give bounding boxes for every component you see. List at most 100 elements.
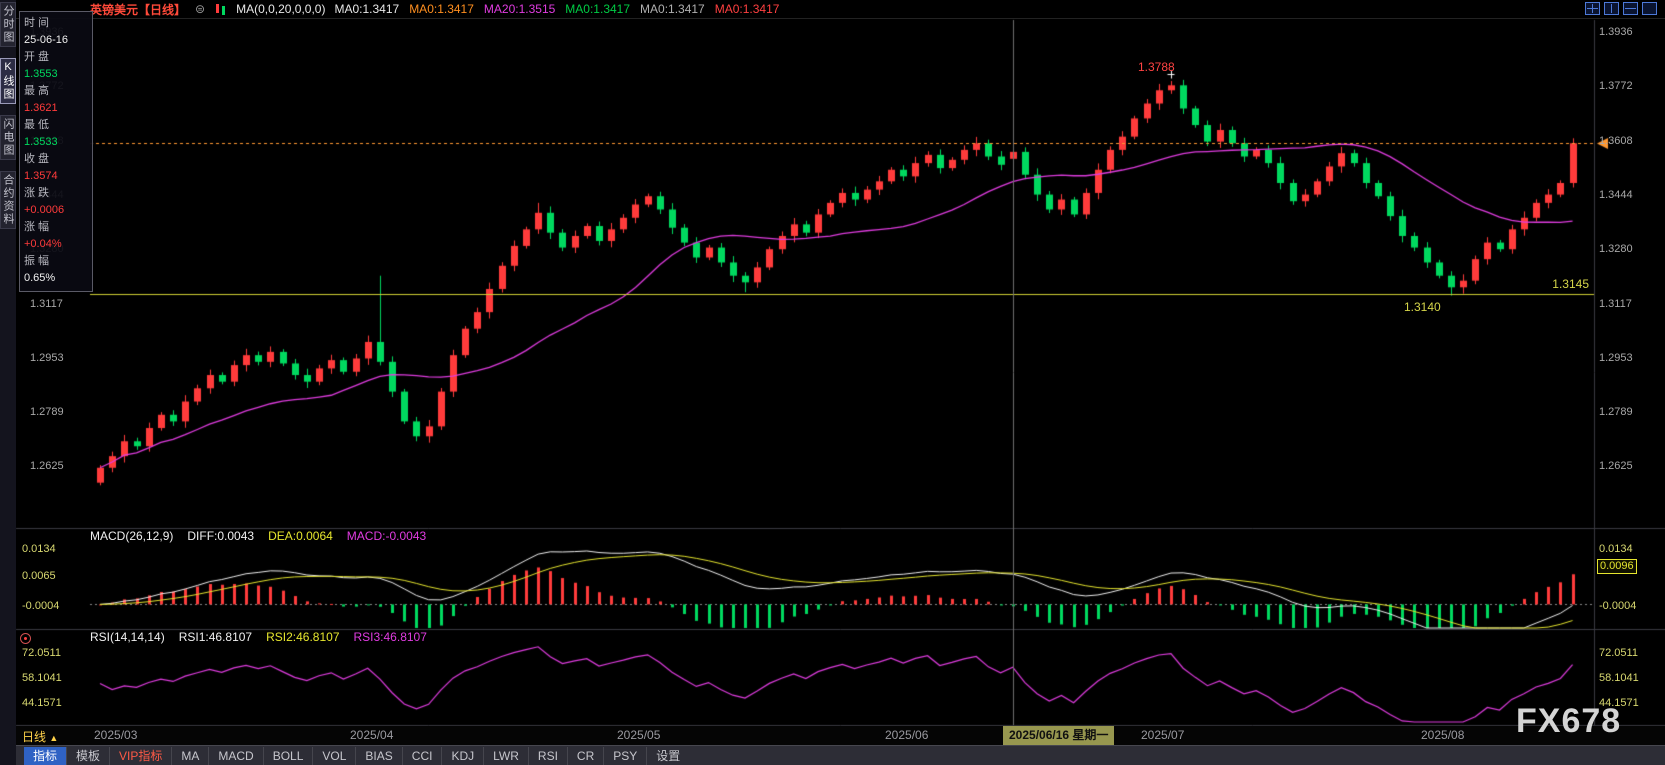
quad-layout-icon[interactable] — [1585, 2, 1600, 15]
ma-value-2: MA20:1.3515 — [483, 2, 556, 16]
info-field-value: 1.3621 — [24, 102, 58, 114]
rsi-axis-label-right: 44.1571 — [1599, 697, 1639, 709]
trough-price-annotation: 1.3140 — [1404, 300, 1441, 314]
rsi1-value: RSI1:46.8107 — [178, 630, 253, 644]
rsi3-value: RSI3:46.8107 — [353, 630, 427, 644]
toolbar-tab-6[interactable]: VOL — [312, 746, 355, 765]
info-field-value: 0.65% — [24, 272, 56, 284]
macd-title[interactable]: MACD(26,12,9) — [90, 529, 174, 543]
price-axis-label-right: 1.2953 — [1599, 352, 1633, 364]
toolbar-tab-5[interactable]: BOLL — [262, 746, 313, 765]
time-axis-tick: 2025/03 — [94, 728, 138, 742]
price-axis-label-left: 1.2953 — [30, 352, 64, 364]
price-axis-label-right: 1.3772 — [1599, 80, 1633, 92]
macd-hist-value: MACD:-0.0043 — [346, 529, 427, 543]
toolbar-tab-2[interactable]: VIP指标 — [109, 746, 171, 765]
chart-mode-sidebar: 分时图 K线图闪电图合约资料 — [0, 0, 16, 765]
candlestick-icon — [214, 3, 227, 16]
info-field-value: 25-06-16 — [24, 34, 69, 46]
price-axis-label-right: 1.3936 — [1599, 26, 1633, 38]
price-axis-label-left: 1.2789 — [30, 406, 64, 418]
toolbar-tab-11[interactable]: RSI — [527, 746, 567, 765]
settings-icon[interactable]: ⊜ — [195, 2, 206, 16]
toolbar-tab-0[interactable]: 指标 — [24, 746, 67, 765]
rsi-axis-label-right: 72.0511 — [1599, 647, 1638, 659]
horizontal-split-icon[interactable] — [1623, 2, 1638, 15]
info-field-label: 时 间 — [24, 17, 50, 29]
info-field-label: 最 高 — [24, 85, 50, 97]
rsi-axis-label-left: 72.0511 — [22, 647, 61, 659]
toolbar-tab-7[interactable]: BIAS — [355, 746, 401, 765]
toolbar-tab-13[interactable]: PSY — [603, 746, 646, 765]
ma-value-4: MA0:1.3417 — [640, 2, 705, 16]
indicator-toolbar: 指标 模板 VIP指标 MA MACD BOLL VOL BIAS CCI KDJ LWR RSI CR… — [16, 745, 1665, 765]
price-axis-label-right: 1.2625 — [1599, 460, 1633, 472]
ma-value-0: MA0:1.3417 — [334, 2, 400, 16]
info-field-value: 1.3533 — [24, 136, 58, 148]
macd-axis-label-left: -0.0004 — [22, 600, 60, 612]
time-axis-tick: 2025/06 — [885, 728, 929, 742]
toolbar-tab-1[interactable]: 模板 — [66, 746, 109, 765]
rsi-axis-label-left: 44.1571 — [22, 697, 62, 709]
toolbar-tab-3[interactable]: MA — [171, 746, 208, 765]
macd-axis-label-right: -0.0004 — [1599, 600, 1637, 612]
info-field-label: 最 低 — [24, 119, 50, 131]
price-axis-label-left: 1.2625 — [30, 460, 64, 472]
time-axis-tick: 2025/04 — [350, 728, 394, 742]
ohlc-info-fields: 时 间 25-06-16 开 盘 1.3553 最 高 1.3621 最 低 1.3533 收 … — [20, 15, 92, 287]
rsi-title[interactable]: RSI(14,14,14) — [90, 630, 165, 644]
price-axis-label-right: 1.3444 — [1599, 189, 1633, 201]
vertical-split-icon[interactable] — [1604, 2, 1619, 15]
info-field-label: 涨 跌 — [24, 187, 50, 199]
price-axis-label-left: 1.3117 — [30, 298, 63, 310]
sidebar-item-contract-info[interactable]: 合约资料 — [0, 171, 16, 229]
time-axis-row: 日线 ▲ 2025/06/16 星期一 2025/03 2025/04 2025/0… — [16, 726, 1665, 745]
rsi2-value: RSI2:46.8107 — [266, 630, 340, 644]
sidebar-item-timeline[interactable]: 分时图 — [0, 2, 16, 47]
info-field-value: +0.04% — [24, 238, 62, 250]
macd-dea-value: DEA:0.0064 — [268, 529, 333, 543]
macd-axis-label-right: 0.0134 — [1599, 543, 1633, 555]
toolbar-tab-12[interactable]: CR — [566, 746, 603, 765]
info-field-value: 1.3574 — [24, 170, 58, 182]
price-axis-label-right: 1.3280 — [1599, 243, 1633, 255]
toolbar-tab-8[interactable]: CCI — [401, 746, 442, 765]
ma-values-list: MA0:1.3417 MA0:1.3417 MA20:1.3515 MA0:1.341… — [334, 2, 779, 16]
toolbar-tab-9[interactable]: KDJ — [441, 746, 483, 765]
macd-axis-label-left: 0.0134 — [22, 543, 56, 555]
info-field-label: 开 盘 — [24, 51, 50, 63]
ohlc-info-panel: 时 间 25-06-16 开 盘 1.3553 最 高 1.3621 最 低 1.3533 收 … — [19, 11, 93, 292]
rsi-panel-icon[interactable] — [20, 633, 31, 644]
time-axis-tick: 2025/07 — [1141, 728, 1185, 742]
rsi-panel-header: RSI(14,14,14) RSI1:46.8107 RSI2:46.8107 … — [90, 630, 427, 644]
macd-panel-header: MACD(26,12,9) DIFF:0.0043 DEA:0.0064 MAC… — [90, 529, 426, 543]
sidebar-item-flash[interactable]: 闪电图 — [0, 115, 16, 160]
rsi-axis-label-right: 58.1041 — [1599, 672, 1639, 684]
single-window-icon[interactable] — [1642, 2, 1657, 15]
info-field-value: 1.3553 — [24, 68, 58, 80]
time-axis-tick: 2025/05 — [617, 728, 661, 742]
price-axis-label-right: 1.3117 — [1599, 298, 1632, 310]
toolbar-tab-4[interactable]: MACD — [208, 746, 262, 765]
peak-price-annotation: 1.3788 — [1138, 60, 1175, 74]
chart-header-bar: 英镑美元【日线】 ⊜ MA(0,0,20,0,0,0) MA0:1.3417 MA… — [16, 0, 1665, 19]
crosshair-date-badge: 2025/06/16 星期一 — [1003, 726, 1115, 745]
macd-current-value-badge: 0.0096 — [1597, 559, 1637, 574]
toolbar-tab-14[interactable]: 设置 — [646, 746, 689, 765]
ma-settings-label: MA(0,0,20,0,0,0) — [236, 2, 326, 16]
time-axis-tick: 2025/08 — [1421, 728, 1465, 742]
info-field-value: +0.0006 — [24, 204, 65, 216]
info-field-label: 收 盘 — [24, 153, 50, 165]
info-field-label: 涨 幅 — [24, 221, 50, 233]
ma-value-5: MA0:1.3417 — [714, 2, 780, 16]
toolbar-tab-10[interactable]: LWR — [483, 746, 528, 765]
period-selector[interactable]: 日线 ▲ — [22, 728, 58, 745]
macd-diff-value: DIFF:0.0043 — [187, 529, 255, 543]
sidebar-item-kline[interactable]: K线图 — [0, 58, 16, 104]
ma-value-3: MA0:1.3417 — [565, 2, 631, 16]
macd-axis-label-left: 0.0065 — [22, 570, 56, 582]
symbol-title: 英镑美元【日线】 — [90, 2, 187, 17]
ma-value-1: MA0:1.3417 — [409, 2, 474, 16]
